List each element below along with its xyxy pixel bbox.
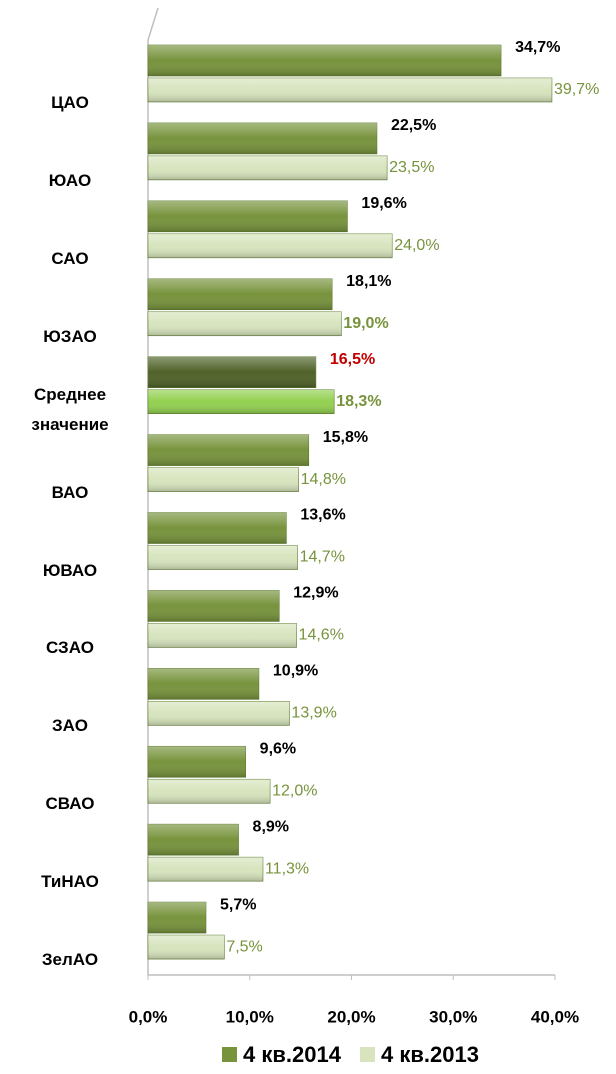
category-label: ВАО [51, 482, 89, 502]
bar-shade [148, 779, 271, 804]
bar-shade [148, 200, 348, 232]
legend-swatch [360, 1047, 375, 1062]
bar-shade [148, 935, 225, 960]
bar-shade [148, 590, 280, 622]
value-label: 16,5% [330, 351, 375, 368]
bar-shade [148, 668, 259, 700]
value-label: 5,7% [220, 896, 256, 913]
category-label: ЮАО [48, 170, 92, 190]
value-label: 14,7% [300, 549, 345, 566]
legend-label: 4 кв.2014 [243, 1042, 342, 1067]
value-label: 24,0% [394, 237, 439, 254]
legend-swatch [222, 1047, 237, 1062]
value-label: 34,7% [515, 39, 560, 56]
bar-shade [148, 467, 299, 492]
value-label: 12,9% [293, 585, 338, 602]
category-label: СЗАО [46, 638, 94, 658]
value-label: 23,5% [389, 159, 434, 176]
value-label: 19,6% [361, 195, 406, 212]
value-label: 13,6% [300, 507, 345, 524]
bar-shade [148, 824, 239, 856]
x-tick-label: 10,0% [226, 1007, 274, 1026]
x-tick-label: 40,0% [531, 1007, 579, 1026]
bar-shade [148, 155, 388, 180]
x-tick-label: 0,0% [129, 1007, 168, 1026]
category-label: ТиНАО [41, 872, 99, 892]
category-label: ЗелАО [41, 950, 99, 970]
bar-shade [148, 78, 552, 102]
category-label: ЮЗАО [43, 326, 97, 346]
value-label: 7,5% [226, 938, 262, 955]
value-label: 18,1% [346, 273, 391, 290]
value-label: 15,8% [323, 429, 368, 446]
value-label: 39,7% [554, 81, 599, 98]
legend-label: 4 кв.2013 [381, 1042, 479, 1067]
bar-shade [148, 857, 263, 882]
category-label: ЗАО [52, 716, 88, 736]
bar-shade [148, 389, 335, 414]
value-label: 22,5% [391, 117, 436, 134]
value-label: 9,6% [260, 740, 296, 757]
bar-shade [148, 545, 298, 570]
value-label: 8,9% [253, 818, 289, 835]
category-label: Среднее значение [31, 384, 109, 434]
bar-shade [148, 278, 333, 310]
bar-shade [148, 701, 290, 726]
category-label: САО [51, 248, 89, 268]
bar-shade [148, 311, 342, 336]
value-label: 13,9% [291, 705, 336, 722]
bar-shade [148, 902, 206, 934]
category-label: ЮВАО [42, 560, 98, 580]
bar-shade [148, 45, 502, 76]
x-tick-label: 30,0% [429, 1007, 477, 1026]
bar-shade [148, 434, 309, 466]
value-label: 14,6% [299, 627, 344, 644]
value-label: 18,3% [336, 393, 381, 410]
bar-shade [148, 746, 246, 778]
bar-shade [148, 356, 316, 388]
x-tick-label: 20,0% [327, 1007, 375, 1026]
bar-shade [148, 122, 377, 154]
bar-shade [148, 512, 287, 544]
bar-shade [148, 623, 297, 648]
value-label: 14,8% [301, 471, 346, 488]
value-label: 12,0% [272, 782, 317, 799]
category-label: ЦАО [51, 93, 89, 112]
value-label: 10,9% [273, 663, 318, 680]
bar-shade [148, 233, 393, 258]
category-label: СВАО [45, 794, 95, 814]
value-label: 11,3% [265, 860, 309, 877]
value-label: 19,0% [343, 315, 388, 332]
